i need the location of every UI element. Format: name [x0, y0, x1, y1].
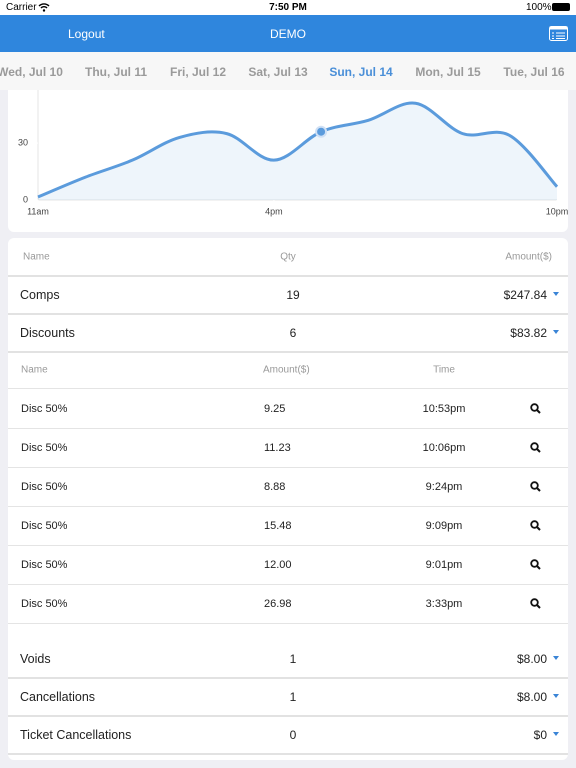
detail-amount: 8.88	[264, 481, 286, 493]
clock: 7:50 PM	[269, 2, 307, 13]
header-name: Name	[23, 251, 50, 262]
detail-row: Disc 50% 26.98 3:33pm	[8, 585, 568, 624]
chart: 0 30 11am 4pm 10pm	[18, 90, 569, 216]
item-name: Ticket Cancellations	[20, 727, 132, 742]
x-tick-label: 10pm	[546, 206, 569, 216]
area	[38, 103, 557, 200]
nav-title: DEMO	[270, 27, 306, 41]
chevron	[553, 656, 559, 660]
date-strip: Wed, Jul 10 Thu, Jul 11 Fri, Jul 12 Sat, Ju…	[0, 52, 576, 90]
search-button[interactable]	[530, 520, 541, 531]
search-button[interactable]	[530, 598, 541, 609]
date-tab[interactable]: Wed, Jul 10	[0, 65, 63, 79]
date-tab[interactable]: Tue, Jul 16	[503, 65, 565, 79]
line	[37, 101, 559, 199]
summary-row[interactable]: Discounts 6 $83.82	[8, 314, 568, 353]
summary-row[interactable]: Comps 19 $247.84	[8, 276, 568, 315]
list-button[interactable]	[549, 26, 568, 41]
search-button[interactable]	[530, 559, 541, 570]
detail-row: Disc 50% 9.25 10:53pm	[8, 390, 568, 429]
item-amount: $247.84	[503, 287, 547, 302]
item-amount: $83.82	[510, 325, 547, 340]
item-amount: $8.00	[516, 651, 547, 666]
sales-table: Name Qty Amount($) Comps 19 $247.84 Discounts 6…	[8, 238, 568, 760]
detail-name: Disc 50%	[21, 481, 68, 493]
detail-amount: 15.48	[264, 520, 292, 532]
detail-header: Name Amount($) Time	[8, 351, 568, 389]
detail-amount: 11.23	[264, 442, 291, 454]
detail-amount: 26.98	[264, 598, 292, 610]
summary-header: Name Qty Amount($)	[8, 238, 568, 277]
nav-bar: Logout DEMO	[0, 15, 576, 52]
item-name: Comps	[20, 287, 60, 302]
date-tab[interactable]: Sun, Jul 14	[329, 65, 393, 79]
item-amount: $0	[533, 727, 547, 742]
detail-amount: 12.00	[264, 559, 292, 571]
chevron	[553, 330, 559, 334]
date-tab[interactable]: Thu, Jul 11	[84, 65, 147, 79]
chevron	[553, 732, 559, 736]
x-tick-label: 11am	[27, 206, 49, 216]
item-name: Cancellations	[20, 689, 96, 704]
status-bar: Carrier 7:50 PM 100%	[0, 0, 576, 15]
detail-name: Disc 50%	[21, 442, 68, 454]
chevron	[553, 292, 559, 296]
date-tab[interactable]: Fri, Jul 12	[169, 65, 227, 79]
detail-name: Disc 50%	[21, 598, 68, 610]
detail-row: Disc 50% 11.23 10:06pm	[8, 429, 568, 468]
x-tick-label: 4pm	[265, 206, 283, 216]
y-tick-label: 30	[18, 137, 28, 147]
battery-icon	[552, 3, 570, 11]
item-name: Discounts	[20, 325, 75, 340]
y-tick-label: 0	[23, 194, 28, 204]
detail-row: Disc 50% 15.48 9:09pm	[8, 507, 568, 546]
detail-header-amount: Amount($)	[263, 364, 310, 375]
date-tab[interactable]: Sat, Jul 13	[248, 65, 308, 79]
search-button[interactable]	[530, 442, 541, 453]
detail-name: Disc 50%	[21, 403, 68, 415]
detail-row: Disc 50% 12.00 9:01pm	[8, 546, 568, 585]
summary-row[interactable]: Ticket Cancellations 0 $0	[8, 716, 568, 755]
highlight-point	[315, 125, 328, 138]
item-name: Voids	[20, 651, 51, 666]
chart-card	[8, 90, 568, 232]
date-tab[interactable]: Mon, Jul 15	[415, 65, 481, 79]
detail-header-name: Name	[21, 364, 48, 375]
item-amount: $8.00	[516, 689, 547, 704]
detail-amount: 9.25	[264, 403, 286, 415]
wifi-icon	[38, 3, 50, 12]
logout-button[interactable]: Logout	[68, 27, 105, 41]
summary-row[interactable]: Voids 1 $8.00	[8, 640, 568, 679]
summary-row[interactable]: Cancellations 1 $8.00	[8, 678, 568, 717]
header-amount: Amount($)	[505, 251, 552, 262]
detail-name: Disc 50%	[21, 520, 68, 532]
battery-text: 100%	[526, 2, 552, 13]
search-button[interactable]	[530, 403, 541, 414]
chevron	[553, 694, 559, 698]
carrier: Carrier	[6, 2, 37, 13]
detail-row: Disc 50% 8.88 9:24pm	[8, 468, 568, 507]
search-button[interactable]	[530, 481, 541, 492]
detail-name: Disc 50%	[21, 559, 68, 571]
